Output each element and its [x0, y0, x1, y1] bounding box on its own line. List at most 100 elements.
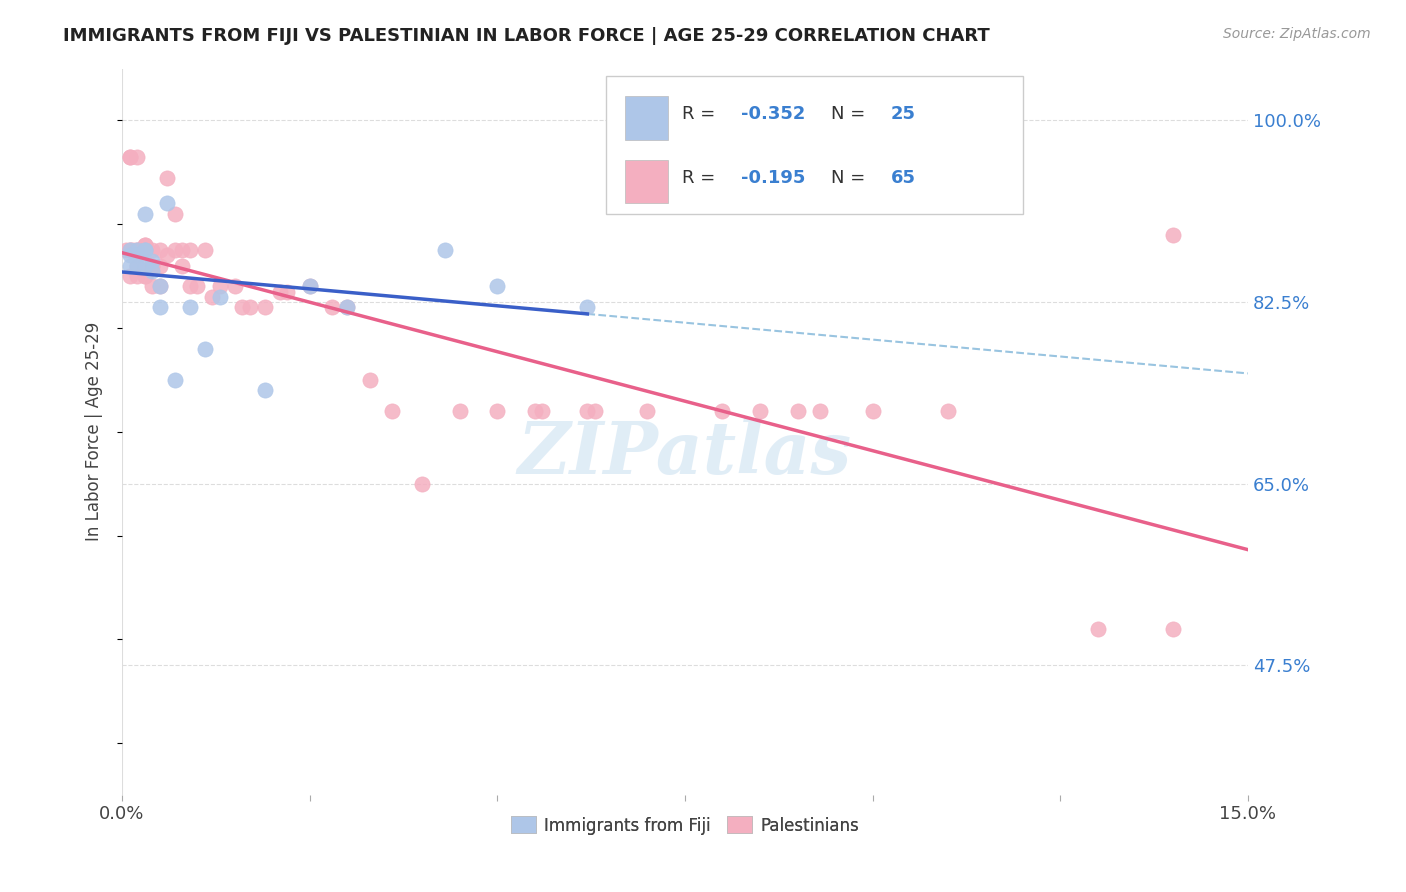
- Point: [179, 243, 201, 257]
- Point: [298, 279, 321, 293]
- Point: [118, 150, 141, 164]
- Point: [134, 238, 156, 252]
- Point: [125, 243, 148, 257]
- Point: [1161, 622, 1184, 636]
- Point: [336, 300, 359, 314]
- Point: [163, 243, 186, 257]
- Point: [239, 300, 262, 314]
- Point: [636, 404, 658, 418]
- Point: [125, 243, 148, 257]
- Point: [118, 150, 141, 164]
- Point: [808, 404, 831, 418]
- Point: [172, 243, 194, 257]
- Point: [208, 279, 231, 293]
- Text: N =: N =: [831, 169, 872, 186]
- Point: [486, 279, 509, 293]
- Point: [148, 279, 170, 293]
- Text: R =: R =: [682, 169, 720, 186]
- Point: [134, 207, 156, 221]
- Point: [336, 300, 359, 314]
- Point: [298, 279, 321, 293]
- Point: [141, 264, 163, 278]
- Point: [186, 279, 208, 293]
- Text: Source: ZipAtlas.com: Source: ZipAtlas.com: [1223, 27, 1371, 41]
- Point: [531, 404, 554, 418]
- Point: [321, 300, 343, 314]
- Point: [134, 243, 156, 257]
- Text: -0.352: -0.352: [741, 105, 806, 123]
- Point: [576, 404, 599, 418]
- Point: [179, 279, 201, 293]
- Text: 65: 65: [891, 169, 915, 186]
- Point: [118, 243, 141, 257]
- Text: -0.195: -0.195: [741, 169, 806, 186]
- Point: [269, 285, 291, 299]
- Point: [411, 476, 433, 491]
- Point: [711, 404, 734, 418]
- Point: [224, 279, 246, 293]
- Point: [129, 243, 152, 257]
- Point: [148, 259, 170, 273]
- Point: [276, 285, 298, 299]
- Point: [134, 243, 156, 257]
- Point: [163, 373, 186, 387]
- Point: [359, 373, 381, 387]
- Legend: Immigrants from Fiji, Palestinians: Immigrants from Fiji, Palestinians: [503, 810, 866, 841]
- Point: [201, 290, 224, 304]
- Text: R =: R =: [682, 105, 720, 123]
- Point: [118, 248, 141, 262]
- Point: [118, 243, 141, 257]
- Point: [163, 207, 186, 221]
- Point: [862, 404, 884, 418]
- Point: [194, 342, 217, 356]
- Point: [125, 248, 148, 262]
- Point: [125, 269, 148, 284]
- Point: [208, 290, 231, 304]
- Point: [583, 404, 606, 418]
- Point: [253, 384, 276, 398]
- Point: [253, 300, 276, 314]
- Point: [114, 243, 136, 257]
- Point: [125, 259, 148, 273]
- Point: [1161, 227, 1184, 242]
- Point: [141, 259, 163, 273]
- Point: [156, 196, 179, 211]
- Point: [134, 259, 156, 273]
- Point: [786, 404, 808, 418]
- Point: [486, 404, 509, 418]
- Point: [118, 243, 141, 257]
- Y-axis label: In Labor Force | Age 25-29: In Labor Force | Age 25-29: [86, 322, 103, 541]
- Point: [381, 404, 404, 418]
- Point: [122, 243, 145, 257]
- Text: 25: 25: [891, 105, 915, 123]
- Point: [148, 300, 170, 314]
- Point: [118, 259, 141, 273]
- Point: [523, 404, 546, 418]
- Text: N =: N =: [831, 105, 872, 123]
- Point: [141, 259, 163, 273]
- Point: [134, 269, 156, 284]
- Point: [1087, 622, 1109, 636]
- Point: [118, 269, 141, 284]
- Point: [433, 243, 456, 257]
- Point: [194, 243, 217, 257]
- Point: [125, 243, 148, 257]
- Point: [156, 170, 179, 185]
- Point: [156, 248, 179, 262]
- Point: [141, 243, 163, 257]
- Point: [125, 150, 148, 164]
- Text: ZIPatlas: ZIPatlas: [517, 418, 852, 489]
- Point: [141, 253, 163, 268]
- Point: [134, 269, 156, 284]
- Point: [231, 300, 253, 314]
- Point: [148, 243, 170, 257]
- Point: [134, 243, 156, 257]
- Point: [749, 404, 772, 418]
- FancyBboxPatch shape: [626, 96, 668, 140]
- Text: IMMIGRANTS FROM FIJI VS PALESTINIAN IN LABOR FORCE | AGE 25-29 CORRELATION CHART: IMMIGRANTS FROM FIJI VS PALESTINIAN IN L…: [63, 27, 990, 45]
- FancyBboxPatch shape: [626, 160, 668, 203]
- Point: [449, 404, 471, 418]
- Point: [134, 238, 156, 252]
- Point: [125, 259, 148, 273]
- Point: [179, 300, 201, 314]
